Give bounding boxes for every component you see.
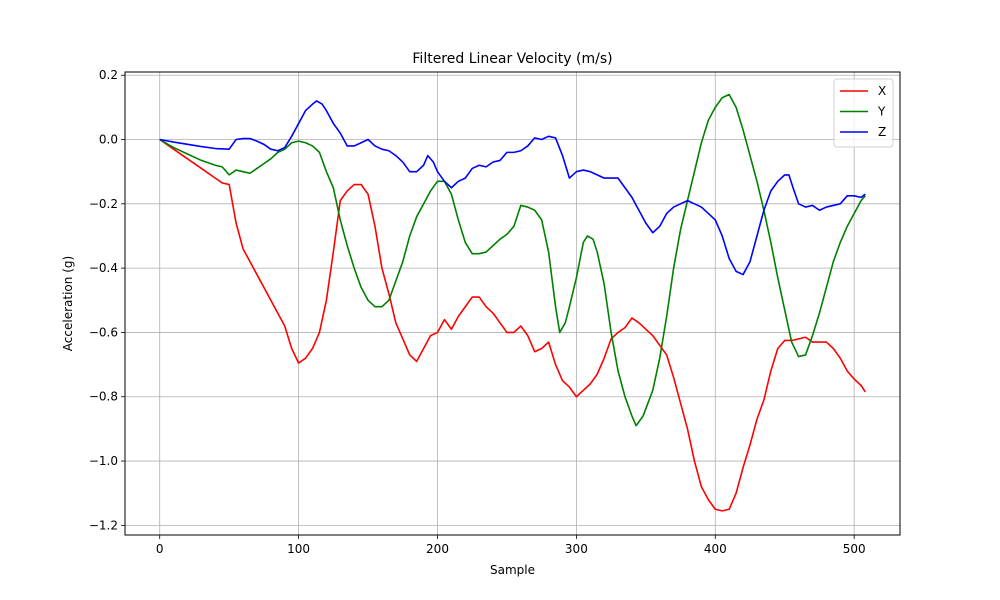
x-axis-label: Sample — [490, 563, 535, 577]
y-axis-label: Acceleration (g) — [61, 256, 75, 351]
y-tick-label: −0.8 — [89, 390, 118, 404]
x-axis-ticks: 0 100 200 300 400 500 — [156, 535, 866, 556]
series-layer — [159, 93, 866, 512]
legend-label-x: X — [878, 84, 886, 98]
x-tick-label: 200 — [426, 542, 449, 556]
x-tick-label: 100 — [287, 542, 310, 556]
y-tick-label: −1.0 — [89, 454, 118, 468]
y-tick-label: −0.2 — [89, 197, 118, 211]
y-tick-label: 0.0 — [99, 133, 118, 147]
x-tick-label: 500 — [843, 542, 866, 556]
legend-label-y: Y — [877, 105, 886, 119]
y-tick-label: −0.4 — [89, 261, 118, 275]
legend: XYZ — [833, 78, 894, 148]
y-axis-ticks: 0.2 0.0 −0.2 −0.4 −0.6 −0.8 −1.0 −1.2 — [89, 68, 125, 532]
legend-box — [833, 78, 894, 148]
grid — [125, 72, 900, 535]
series-line-z — [159, 100, 866, 276]
x-tick-label: 400 — [704, 542, 727, 556]
series-line-y — [159, 93, 866, 427]
chart-title: Filtered Linear Velocity (m/s) — [412, 51, 612, 67]
y-tick-label: 0.2 — [99, 68, 118, 82]
legend-label-z: Z — [878, 125, 886, 139]
y-tick-label: −1.2 — [89, 518, 118, 532]
x-tick-label: 300 — [565, 542, 588, 556]
y-tick-label: −0.6 — [89, 325, 118, 339]
plot-frame — [124, 71, 901, 536]
series-line-x — [159, 138, 866, 512]
x-tick-label: 0 — [156, 542, 164, 556]
